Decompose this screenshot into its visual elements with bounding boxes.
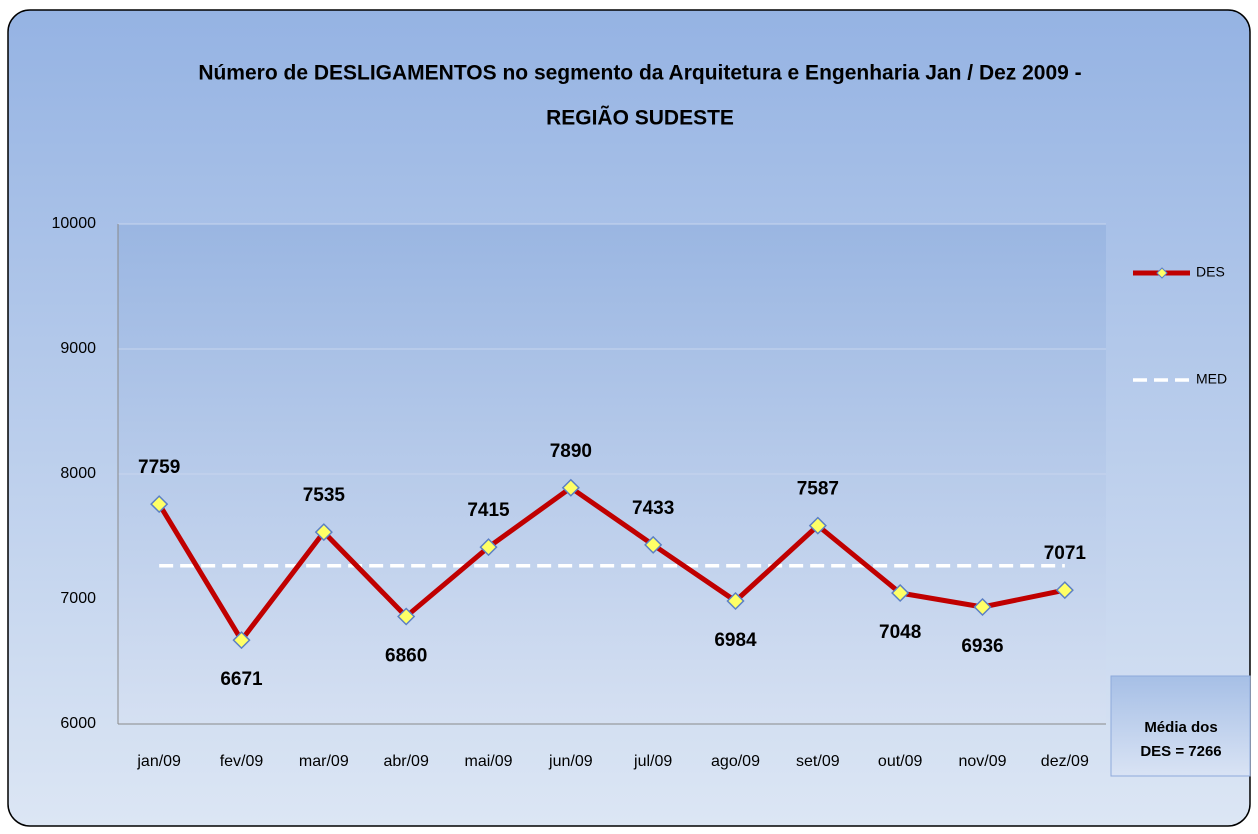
annotation: DES = 7266 bbox=[1140, 743, 1221, 760]
x-tick-label: abr/09 bbox=[383, 753, 428, 770]
chart-title: Número de DESLIGAMENTOS no segmento da A… bbox=[198, 62, 1081, 85]
y-tick-label: 7000 bbox=[60, 590, 96, 607]
legend-label: MED bbox=[1196, 371, 1227, 387]
data-label: 7415 bbox=[467, 500, 510, 521]
data-point bbox=[973, 597, 992, 617]
data-point bbox=[1055, 581, 1074, 600]
x-tick-label: set/09 bbox=[796, 753, 840, 770]
y-tick-label: 6000 bbox=[60, 715, 96, 732]
data-point bbox=[891, 583, 910, 603]
x-tick-label: dez/09 bbox=[1041, 753, 1089, 770]
x-tick-label: jul/09 bbox=[633, 753, 672, 770]
data-label: 6860 bbox=[385, 646, 427, 667]
data-point bbox=[232, 631, 251, 650]
data-point bbox=[561, 478, 580, 497]
data-label: 7759 bbox=[138, 457, 180, 478]
data-label: 7535 bbox=[303, 485, 346, 506]
data-point bbox=[644, 535, 663, 554]
x-tick-label: jan/09 bbox=[136, 753, 181, 770]
x-tick-label: ago/09 bbox=[711, 753, 760, 770]
x-tick-label: out/09 bbox=[878, 753, 923, 770]
data-label: 7587 bbox=[797, 479, 839, 500]
annotation-box bbox=[1110, 675, 1251, 777]
data-point bbox=[808, 516, 827, 535]
data-label: 7433 bbox=[632, 498, 674, 519]
data-point bbox=[150, 495, 169, 514]
data-label: 7890 bbox=[550, 441, 592, 462]
x-tick-label: mar/09 bbox=[299, 753, 349, 770]
x-tick-label: fev/09 bbox=[220, 753, 264, 770]
x-tick-label: nov/09 bbox=[958, 753, 1006, 770]
legend-label: DES bbox=[1196, 264, 1225, 280]
data-point bbox=[314, 523, 333, 542]
y-tick-label: 9000 bbox=[60, 340, 96, 357]
legend-marker bbox=[1156, 267, 1168, 279]
data-label: 7071 bbox=[1044, 543, 1087, 564]
series-line bbox=[157, 485, 1066, 643]
data-label: 6671 bbox=[220, 669, 263, 690]
data-label: 6984 bbox=[714, 630, 757, 651]
x-tick-label: jun/09 bbox=[548, 753, 593, 770]
annotation: Média dos bbox=[1144, 719, 1217, 736]
data-point bbox=[397, 607, 416, 626]
chart-title: REGIÃO SUDESTE bbox=[546, 107, 734, 130]
y-tick-label: 8000 bbox=[60, 465, 96, 482]
y-tick-label: 10000 bbox=[52, 215, 97, 232]
data-point bbox=[479, 538, 498, 557]
data-label: 7048 bbox=[879, 622, 921, 643]
data-label: 6936 bbox=[961, 636, 1003, 657]
data-point bbox=[726, 591, 745, 611]
x-tick-label: mai/09 bbox=[464, 753, 512, 770]
